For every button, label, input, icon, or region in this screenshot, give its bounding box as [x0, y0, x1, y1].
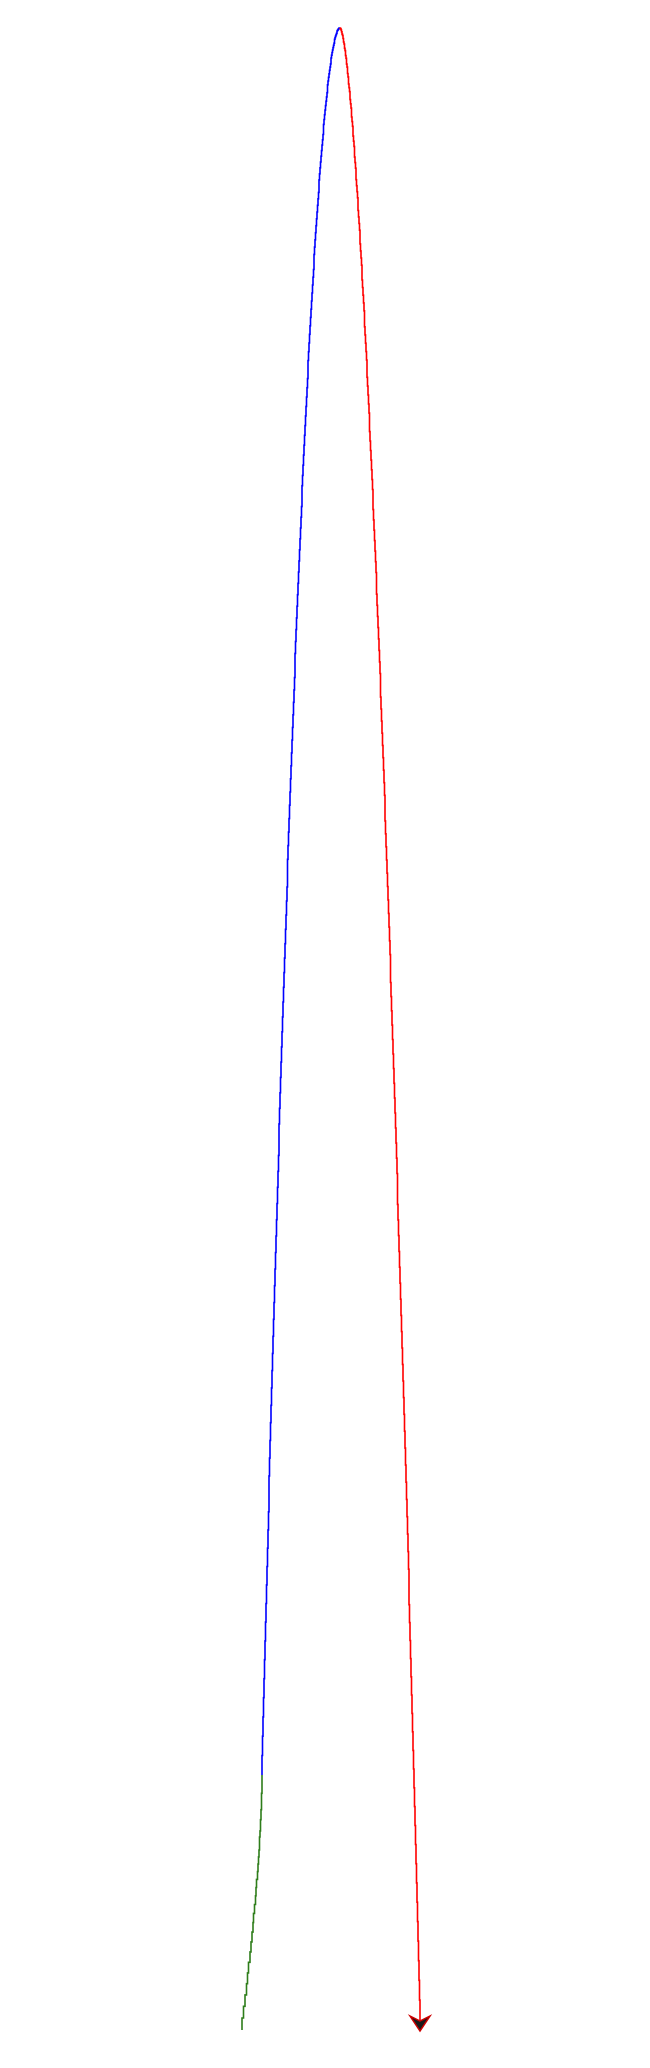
trajectory-ascent-segment — [261, 27, 341, 1775]
trajectory-start-segment — [241, 1775, 263, 2030]
trajectory-descent-segment — [339, 27, 421, 2020]
arrowhead-down-icon — [407, 2014, 433, 2033]
